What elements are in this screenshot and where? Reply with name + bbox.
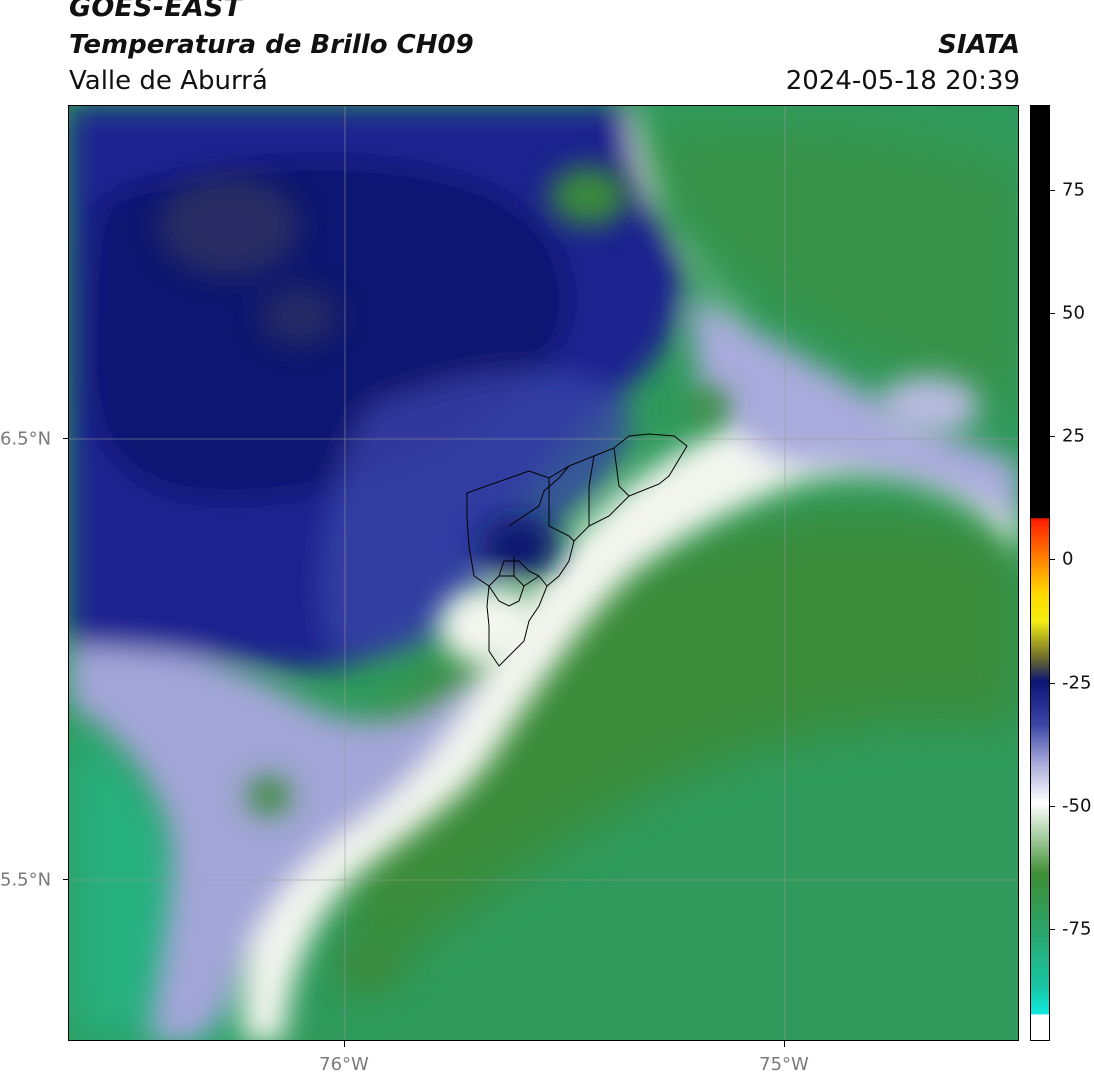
colorbar-tick	[1050, 313, 1055, 314]
colorbar-tick	[1050, 436, 1055, 437]
colorbar-tick	[1050, 929, 1055, 930]
lon-label: 75°W	[759, 1054, 809, 1075]
lon-label: 76°W	[319, 1054, 369, 1075]
colorbar	[1030, 105, 1050, 1041]
colorbar-label: 50	[1062, 302, 1085, 324]
colorbar-label: -25	[1062, 672, 1092, 694]
colorbar-label: 75	[1062, 179, 1085, 201]
satellite-title: GOES-EAST	[69, 0, 243, 23]
lat-label: 5.5°N	[0, 869, 52, 891]
colorbar-label: -75	[1062, 918, 1092, 940]
colorbar-gradient	[1031, 106, 1049, 1040]
lon-tick	[344, 1041, 345, 1047]
colorbar-tick	[1050, 683, 1055, 684]
colorbar-label: 25	[1062, 425, 1085, 447]
timestamp-label: 2024-05-18 20:39	[785, 66, 1020, 96]
lon-tick	[784, 1041, 785, 1047]
gridlines	[69, 106, 1018, 1040]
brand-label: SIATA	[938, 30, 1020, 60]
product-title: Temperatura de Brillo CH09	[69, 30, 474, 60]
colorbar-tick	[1050, 190, 1055, 191]
lat-tick	[63, 879, 68, 880]
region-subtitle: Valle de Aburrá	[69, 66, 268, 96]
colorbar-label: -50	[1062, 795, 1092, 817]
lat-tick	[63, 438, 68, 439]
municipality-boundaries	[466, 433, 688, 667]
colorbar-tick	[1050, 559, 1055, 560]
lat-label: 6.5°N	[0, 428, 52, 450]
colorbar-tick	[1050, 806, 1055, 807]
map-raster	[69, 106, 1018, 1040]
colorbar-label: 0	[1062, 548, 1074, 570]
brightness-temperature-map	[68, 105, 1019, 1041]
